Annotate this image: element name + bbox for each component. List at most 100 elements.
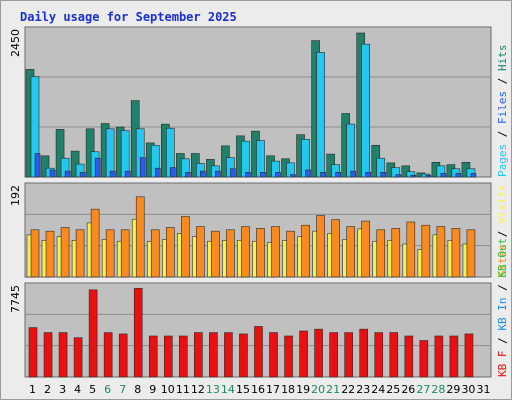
bar-files-day-16 (256, 140, 265, 178)
bar-sites-day-30 (466, 229, 476, 278)
panel-2-legend: KB F / KB In / KB Out (496, 238, 509, 377)
bar-kb-f-day-16 (254, 326, 263, 378)
bar-sites-day-2 (45, 230, 55, 278)
bar-sites-day-26 (406, 221, 416, 278)
bar-kb-f-day-5 (88, 289, 98, 378)
x-tick-day-4: 4 (74, 383, 81, 396)
x-tick-day-26: 26 (401, 383, 415, 396)
x-tick-day-2: 2 (44, 383, 51, 396)
bar-kb-f-day-13 (209, 332, 218, 378)
bar-pages-day-26 (410, 174, 417, 178)
x-tick-day-6: 6 (104, 383, 111, 396)
bar-sites-day-18 (286, 230, 295, 278)
bar-pages-day-24 (380, 171, 387, 178)
bar-files-day-22 (346, 123, 355, 178)
x-tick-day-22: 22 (341, 383, 355, 396)
x-tick-day-10: 10 (161, 383, 175, 396)
bar-kb-f-day-30 (464, 333, 474, 378)
bar-files-day-15 (241, 140, 250, 178)
bar-kb-f-day-8 (133, 288, 143, 378)
legend-kb-in: KB In (496, 298, 509, 331)
bar-sites-day-4 (75, 229, 85, 278)
bar-sites-day-25 (391, 228, 401, 278)
bar-pages-day-12 (200, 170, 206, 178)
bar-sites-day-14 (226, 229, 235, 278)
bar-kb-f-day-12 (194, 332, 203, 378)
bar-kb-f-day-4 (73, 337, 83, 378)
bar-kb-f-day-28 (434, 335, 444, 378)
bar-files-day-7 (120, 130, 130, 178)
bar-sites-day-11 (181, 216, 190, 278)
panel-0-legend: Pages / Files / Hits (496, 45, 509, 178)
x-axis-labels: 1 2 3 4 5 6 7 8 9 10 11 12 13 14 15 16 17 18 19 20 21 22 23 24 2… (29, 383, 490, 396)
x-tick-day-5: 5 (89, 383, 96, 396)
bar-kb-f-day-22 (344, 332, 353, 378)
bar-sites-day-12 (196, 226, 205, 278)
bar-sites-day-15 (241, 226, 250, 278)
bar-sites-day-23 (361, 220, 371, 278)
bar-kb-f-day-24 (374, 332, 384, 378)
bar-pages-day-28 (440, 173, 447, 178)
bar-files-day-20 (316, 52, 325, 178)
x-tick-day-21: 21 (326, 383, 340, 396)
x-tick-day-17: 17 (266, 383, 280, 396)
bar-kb-f-day-25 (389, 332, 399, 378)
panel-1-y-max-label: 192 (9, 185, 22, 206)
bar-sites-day-17 (271, 226, 280, 278)
bar-pages-day-29 (455, 173, 462, 178)
bar-kb-f-day-2 (43, 332, 53, 378)
bar-sites-day-19 (301, 224, 310, 278)
x-tick-day-16: 16 (251, 383, 265, 396)
bar-kb-f-day-11 (179, 335, 188, 378)
bar-hits-day-2 (40, 155, 50, 178)
bar-pages-day-18 (290, 174, 296, 178)
bar-kb-f-day-1 (28, 327, 38, 378)
bar-kb-f-day-29 (449, 335, 459, 378)
bar-sites-day-3 (60, 227, 70, 278)
bar-kb-f-day-17 (269, 332, 278, 378)
x-tick-day-12: 12 (191, 383, 205, 396)
bar-sites-day-5 (90, 208, 100, 278)
bar-sites-day-16 (256, 228, 265, 278)
bar-kb-f-day-23 (359, 328, 369, 378)
panel-0-y-max-label: 2450 (9, 29, 22, 57)
bar-sites-day-8 (135, 196, 145, 278)
x-tick-day-20: 20 (311, 383, 325, 396)
bar-kb-f-day-18 (284, 335, 293, 378)
bar-pages-day-13 (215, 170, 221, 178)
bar-sites-day-21 (331, 219, 340, 278)
legend-kb-out: KB Out (496, 238, 509, 278)
bar-sites-day-7 (120, 229, 130, 278)
x-tick-day-13: 13 (206, 383, 220, 396)
bar-files-day-23 (361, 43, 371, 178)
bar-kb-f-day-14 (224, 332, 233, 378)
bar-kb-f-day-27 (419, 340, 429, 378)
legend-separator: / (496, 71, 509, 91)
legend-separator: / (496, 124, 509, 144)
bar-kb-f-day-9 (148, 335, 158, 378)
bar-pages-day-19 (305, 169, 311, 178)
chart-title: Daily usage for September 2025 (20, 10, 237, 24)
bar-pages-day-25 (395, 174, 402, 178)
bar-pages-day-8 (139, 157, 146, 178)
x-tick-day-29: 29 (446, 383, 460, 396)
bar-pages-day-15 (245, 171, 251, 178)
x-tick-day-15: 15 (236, 383, 250, 396)
bar-kb-f-day-26 (404, 335, 414, 378)
bar-kb-f-day-15 (239, 333, 248, 378)
legend-hits: Hits (496, 45, 509, 72)
bar-kb-f-day-7 (118, 333, 128, 378)
panel-1-legend: Sites / Visits (496, 184, 509, 277)
x-tick-day-19: 19 (296, 383, 310, 396)
x-tick-day-25: 25 (386, 383, 400, 396)
bar-kb-f-day-20 (314, 328, 323, 378)
bar-sites-day-20 (316, 215, 325, 278)
x-tick-day-1: 1 (29, 383, 36, 396)
bar-files-day-6 (105, 128, 115, 178)
bar-sites-day-9 (150, 229, 160, 278)
x-tick-day-11: 11 (176, 383, 190, 396)
bar-pages-day-30 (470, 173, 477, 178)
legend-separator: / (496, 278, 509, 298)
x-tick-day-14: 14 (221, 383, 235, 396)
